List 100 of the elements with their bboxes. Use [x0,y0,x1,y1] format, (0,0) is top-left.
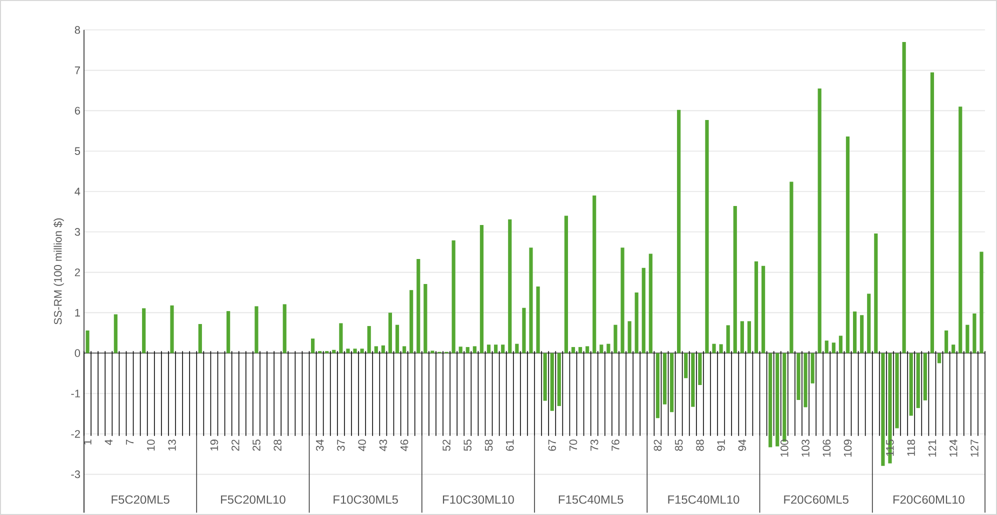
y-tick-label: 4 [74,188,80,196]
y-tick-label: 8 [74,26,80,34]
annotation: F15C40ML5 [558,495,624,504]
bar [874,234,878,354]
bar [726,325,730,354]
x-tick-label: 52 [442,440,450,451]
bar [895,353,899,428]
bar [142,308,146,354]
bar [648,254,652,354]
bar [550,353,554,411]
bar [656,353,660,418]
x-tick-label: 115 [886,440,894,456]
x-tick-label: 58 [484,440,493,451]
x-tick-label: 76 [612,440,620,451]
y-tick-label: -3 [71,470,80,478]
y-tick-label: 2 [74,268,80,276]
bar [543,353,547,401]
bar [832,342,836,354]
y-tick-label: 3 [74,228,80,236]
bar [395,324,400,354]
x-tick-label: 55 [464,440,472,451]
bar [952,344,956,354]
bar [733,206,737,354]
bar [501,344,505,354]
bar [937,353,942,364]
x-tick-label: 88 [696,440,704,451]
bar [818,88,822,354]
y-axis-title: SS-RM (100 million $) [54,218,64,324]
bar [353,348,357,354]
bar [515,344,519,354]
x-tick-label: 85 [674,440,683,451]
bar [402,346,406,354]
bar [684,353,688,378]
y-tick-label: 5 [74,147,80,155]
x-tick-label: 61 [506,440,514,451]
x-tick-label: 91 [717,440,725,451]
bar [410,290,414,354]
bar [804,353,808,408]
bar [578,347,582,354]
x-tick-label: 121 [928,440,936,457]
bar [374,346,378,354]
bar [529,248,533,354]
x-tick-label: 37 [337,440,345,451]
bar [790,182,794,354]
bar [712,344,716,354]
bar [198,324,202,354]
bar [571,347,576,354]
bar [634,292,638,354]
bar [980,252,984,354]
x-tick-label: 106 [822,440,831,457]
bar [310,338,315,354]
x-tick-label: 4 [104,439,112,445]
annotation: F10C30ML10 [442,495,514,504]
bar [923,353,927,400]
bar [761,266,766,354]
bar [860,315,864,354]
bar [719,344,723,354]
bar [226,311,230,354]
bar [606,344,610,354]
bar [902,42,906,354]
annotation: F10C30ML5 [334,495,398,504]
x-tick-label: 73 [590,440,598,451]
bar [698,353,702,386]
bar [536,286,540,354]
bar [367,326,371,354]
x-tick-label: 67 [548,440,556,451]
x-tick-label: 25 [252,440,260,451]
x-tick-label: 109 [844,440,852,457]
x-tick-label: 70 [569,440,578,451]
x-tick-label: 10 [147,440,155,451]
bar [170,305,174,354]
bar [86,330,90,354]
bar [810,353,814,384]
bar [282,304,286,354]
bar [747,321,751,354]
annotation: F5C20ML10 [221,495,286,504]
bar [972,314,976,354]
bar [796,353,800,400]
bar [824,340,828,354]
bar [691,353,695,407]
bar [909,353,913,416]
bar [114,314,118,354]
bar [430,350,434,354]
x-tick-label: 40 [358,440,366,452]
x-tick-label: 22 [232,440,240,451]
bar [557,353,561,406]
x-tick-label: 43 [379,440,388,452]
bar [776,353,780,446]
bar [838,336,843,354]
bar [888,353,892,464]
annotation: F20C60ML10 [893,495,964,504]
bar [754,261,758,354]
y-tick-label: -1 [71,390,80,398]
bar [360,348,364,354]
y-tick-label: 1 [75,308,80,316]
x-tick-label: 118 [907,440,915,456]
x-tick-label: 7 [126,440,134,445]
bar [662,353,667,404]
x-tick-label: 34 [316,439,324,451]
bar [670,353,674,412]
